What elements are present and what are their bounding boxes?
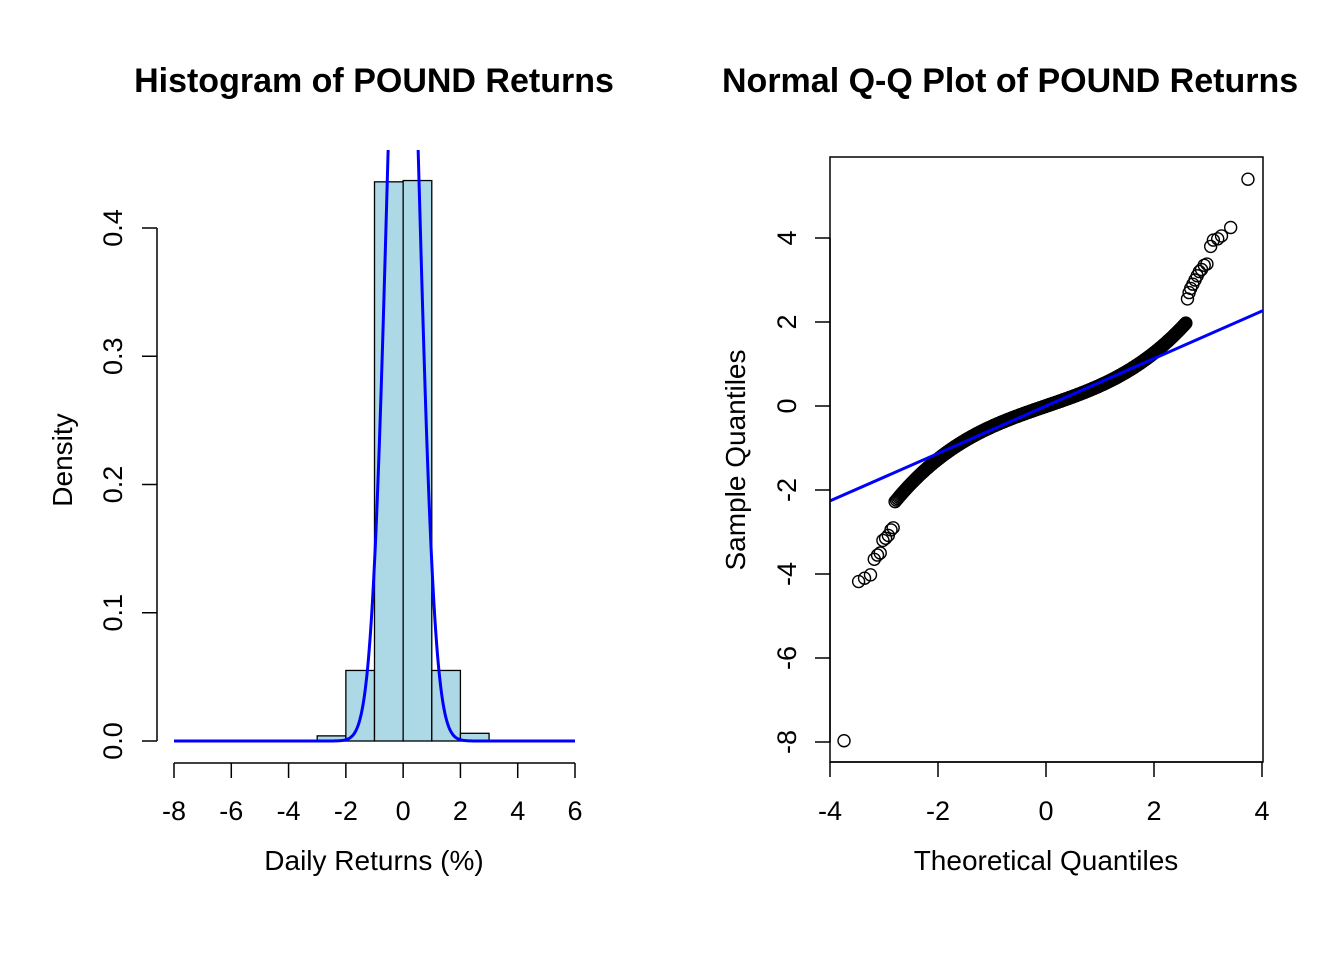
histogram-x-tick-label: 0 xyxy=(396,796,411,826)
qq-point xyxy=(1241,172,1255,186)
qq-point xyxy=(1180,292,1195,306)
qq-point xyxy=(837,734,851,748)
qq-plot-panel: Normal Q-Q Plot of POUND Returns -4 -2 0 2 4… xyxy=(720,62,1298,876)
histogram-x-tick-label: 2 xyxy=(453,796,468,826)
histogram-x-axis-label: Daily Returns (%) xyxy=(264,845,483,876)
histogram-y-tick-label: 0.2 xyxy=(98,466,128,504)
density-curve xyxy=(174,150,575,743)
histogram-bar xyxy=(431,669,462,742)
histogram-y-tick-label: 0.1 xyxy=(98,594,128,632)
histogram-y-tick-label: 0.0 xyxy=(98,722,128,760)
density-curve-group xyxy=(174,150,575,743)
histogram-x-tick-label: -6 xyxy=(219,796,243,826)
histogram-panel: Histogram of POUND Returns -8 -6 -4 -2 0 2 4 6 0… xyxy=(47,62,614,876)
qq-points xyxy=(837,172,1255,748)
qq-point xyxy=(1206,233,1221,247)
qq-point xyxy=(1223,220,1238,235)
histogram-bar xyxy=(345,669,376,742)
qq-point xyxy=(878,531,893,545)
histogram-x-tick-label: 6 xyxy=(567,796,582,826)
qq-point xyxy=(886,521,900,535)
qq-plot-title: Normal Q-Q Plot of POUND Returns xyxy=(722,62,1298,100)
histogram-y-axis-label: Density xyxy=(47,413,78,506)
histogram-x-tick-label: -8 xyxy=(162,796,186,826)
histogram-x-tick-label: -4 xyxy=(277,796,301,826)
histogram-bars xyxy=(316,179,490,742)
qq-point xyxy=(1182,285,1196,300)
qq-point xyxy=(1214,229,1229,243)
qq-plot-box xyxy=(829,156,1264,763)
histogram-y-tick-label: 0.3 xyxy=(98,337,128,375)
histogram-x-tick-label: -2 xyxy=(334,796,358,826)
histogram-axes: -8 -6 -4 -2 0 2 4 6 0.0 0.1 0.2 0.3 0.4 xyxy=(98,209,583,826)
histogram-x-tick-label: 4 xyxy=(510,796,525,826)
qq-point xyxy=(870,548,885,562)
qq-point xyxy=(863,568,878,582)
histogram-y-tick-label: 0.4 xyxy=(98,209,128,247)
qq-point xyxy=(873,546,887,560)
qq-point xyxy=(884,523,898,537)
histogram-title: Histogram of POUND Returns xyxy=(134,62,614,100)
qq-point xyxy=(1203,239,1218,254)
